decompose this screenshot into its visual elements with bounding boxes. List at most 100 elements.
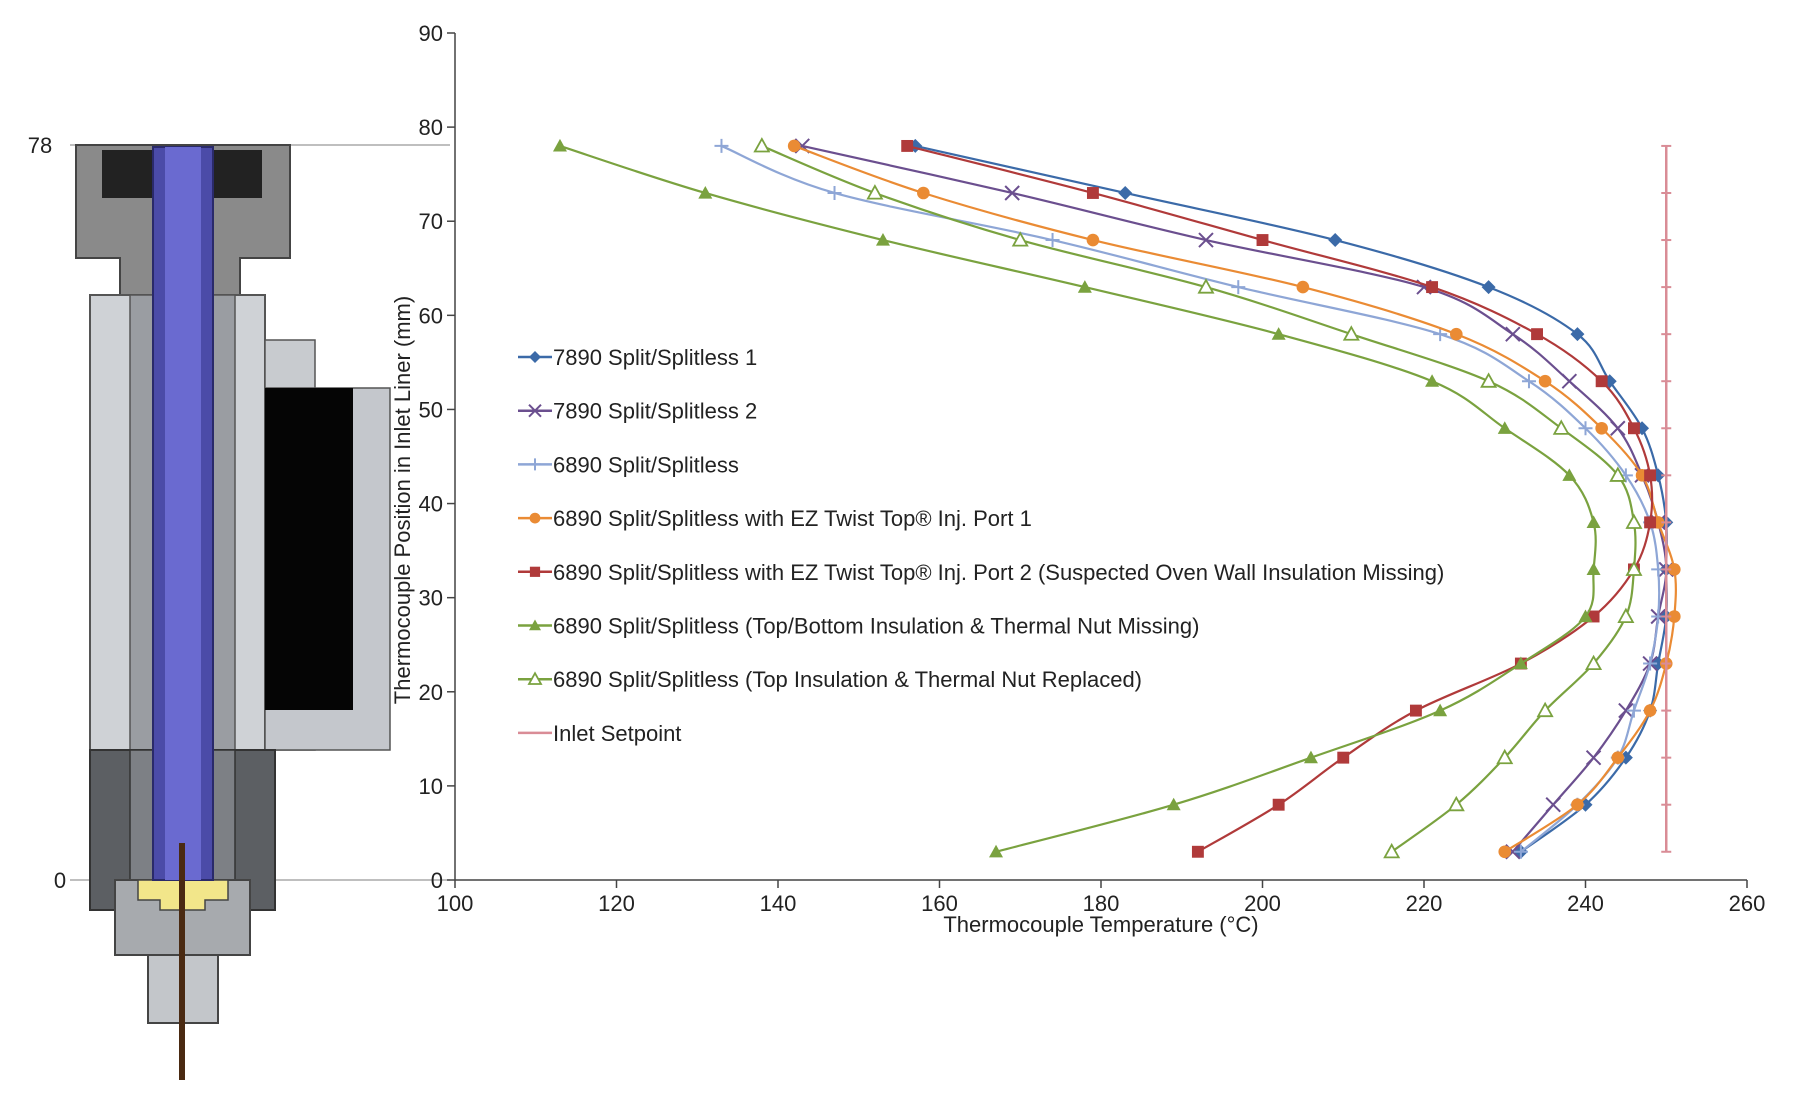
data-point (1561, 373, 1578, 389)
data-point (1536, 701, 1554, 718)
data-point (1538, 374, 1552, 388)
data-point (1643, 704, 1657, 717)
series-layer (552, 137, 1681, 860)
legend-item-0: 7890 Split/Splitless 1 (518, 345, 757, 370)
legend-label: 7890 Split/Splitless 2 (553, 399, 757, 424)
x-tick-label: 160 (921, 891, 958, 916)
y-tick-label: 50 (419, 397, 443, 422)
data-point (1513, 844, 1528, 859)
data-point (1303, 750, 1318, 764)
legend-item-1: 7890 Split/Splitless 2 (518, 399, 757, 424)
x-tick-label: 240 (1567, 891, 1604, 916)
data-point (1496, 748, 1514, 765)
data-point (1191, 845, 1204, 858)
data-point (1505, 326, 1521, 342)
legend-item-3: 6890 Split/Splitless with EZ Twist Top® … (518, 506, 1032, 531)
data-point (1409, 704, 1422, 717)
data-point (1531, 328, 1543, 341)
data-point (1166, 797, 1181, 811)
data-point (901, 139, 914, 152)
series-line (906, 144, 1654, 853)
series-4 (901, 139, 1657, 858)
series-line (761, 144, 1637, 853)
data-point (1342, 325, 1360, 341)
data-point (1586, 515, 1601, 528)
series-line (915, 144, 1668, 853)
data-point (1197, 278, 1215, 294)
legend-marker (529, 619, 541, 631)
x-tick-label: 220 (1406, 891, 1443, 916)
legend-label: 6890 Split/Splitless (Top/Bottom Insulat… (553, 614, 1199, 639)
y-tick-label: 0 (431, 868, 443, 893)
data-point (917, 186, 930, 200)
x-tick-label: 260 (1729, 891, 1766, 916)
data-point (1585, 654, 1603, 671)
data-point (989, 844, 1004, 858)
data-point (1328, 233, 1343, 248)
y-tick-label: 20 (419, 680, 443, 705)
series-line (559, 144, 1597, 853)
x-tick-label: 200 (1244, 891, 1281, 916)
data-point (1587, 610, 1600, 623)
data-point (1256, 234, 1269, 246)
data-point (1086, 233, 1100, 247)
data-point (1552, 419, 1570, 435)
data-point (1272, 798, 1285, 811)
legend: 7890 Split/Splitless 1 7890 Split/Splitle… (518, 345, 1444, 746)
data-point (787, 139, 801, 153)
x-tick-label: 180 (1083, 891, 1120, 916)
data-point (1433, 327, 1448, 342)
data-point (1425, 374, 1440, 387)
y-tick-label: 40 (419, 492, 443, 517)
data-point (1011, 231, 1029, 247)
series-7 (1661, 144, 1672, 853)
data-point (1562, 468, 1577, 481)
data-point (1625, 513, 1643, 529)
data-point (1644, 469, 1657, 482)
y-tick-label: 30 (419, 586, 443, 611)
data-point (1077, 280, 1092, 293)
y-tick-label: 60 (419, 303, 443, 328)
data-point (1571, 798, 1584, 812)
data-point (1118, 185, 1133, 200)
data-point (1570, 327, 1585, 342)
data-point (714, 138, 729, 153)
inlet-diagram: 78 0 (28, 133, 450, 1080)
data-point (1198, 232, 1214, 248)
data-point (552, 138, 567, 152)
data-point (1231, 280, 1246, 295)
y-tick-label: 10 (419, 774, 443, 799)
data-point (1625, 560, 1643, 576)
legend-label: 6890 Split/Splitless (Top Insulation & T… (553, 667, 1142, 692)
x-tick-label: 140 (760, 891, 797, 916)
chart-axes: 100 120 140 160 180 200 220 240 260 0 10 20 30 40 50 60… (419, 21, 1766, 916)
data-point (1426, 281, 1439, 294)
data-point (1086, 187, 1099, 199)
legend-item-2: 6890 Split/Splitless (518, 452, 739, 477)
data-point (1497, 421, 1512, 434)
liner-highlight (165, 147, 201, 880)
data-point (1618, 702, 1634, 719)
data-point (866, 184, 884, 200)
y-axis-title: Thermocouple Position in Inlet Liner (mm… (390, 296, 415, 704)
ref-label-78: 78 (28, 133, 52, 158)
legend-marker (529, 566, 541, 577)
data-point (1585, 749, 1602, 766)
data-point (1586, 562, 1601, 576)
data-point (1447, 795, 1465, 812)
column (179, 843, 185, 1080)
data-point (1498, 845, 1512, 859)
series-line (793, 144, 1677, 853)
data-point (1643, 656, 1658, 671)
y-tick-label: 80 (419, 115, 443, 140)
data-point (1668, 610, 1681, 623)
data-point (1595, 421, 1608, 435)
legend-item-6: 6890 Split/Splitless (Top Insulation & T… (518, 667, 1142, 692)
legend-marker (529, 512, 541, 524)
legend-marker (528, 403, 542, 418)
data-point (1337, 751, 1350, 764)
data-point (1004, 185, 1020, 201)
data-point (1296, 280, 1310, 294)
data-point (1521, 374, 1536, 389)
legend-item-5: 6890 Split/Splitless (Top/Bottom Insulat… (518, 614, 1199, 639)
